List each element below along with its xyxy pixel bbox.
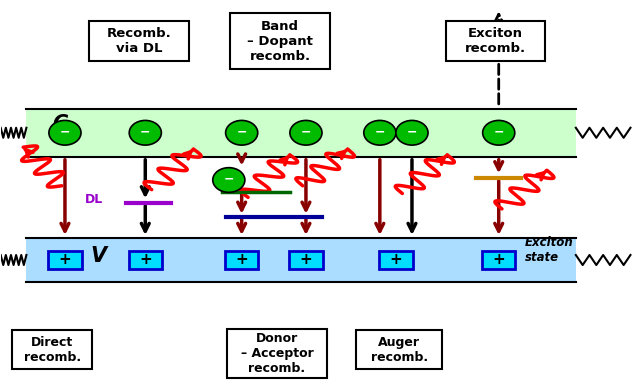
Text: −: − [407,125,417,139]
Text: Recomb.
via DL: Recomb. via DL [106,27,171,55]
Text: Band
– Dopant
recomb.: Band – Dopant recomb. [247,20,313,63]
Ellipse shape [225,120,258,145]
Text: +: + [139,252,151,267]
Text: −: − [140,125,151,139]
Text: −: − [236,125,247,139]
Bar [26,238,576,282]
Bar [227,329,327,378]
Ellipse shape [364,120,396,145]
Ellipse shape [396,120,428,145]
Bar [89,21,189,62]
Text: −: − [301,125,311,139]
Bar [355,330,442,369]
Bar [26,109,576,157]
Ellipse shape [482,120,515,145]
Text: DL: DL [85,193,104,206]
Text: −: − [375,125,385,139]
Bar [12,330,92,369]
Text: −: − [223,173,234,186]
Bar [379,251,413,269]
Text: Direct
recomb.: Direct recomb. [24,336,80,364]
Text: +: + [493,252,505,267]
Bar [289,251,323,269]
Text: V: V [91,246,107,266]
Bar [225,251,258,269]
Ellipse shape [290,120,322,145]
Text: +: + [390,252,402,267]
Ellipse shape [129,120,162,145]
Bar [446,21,545,62]
Bar [482,251,515,269]
Text: +: + [59,252,71,267]
Text: −: − [60,125,70,139]
Bar [129,251,162,269]
Text: Donor
– Acceptor
recomb.: Donor – Acceptor recomb. [241,332,314,375]
Bar [231,13,330,69]
Ellipse shape [213,168,245,192]
Text: Exciton
recomb.: Exciton recomb. [465,27,526,55]
Bar [48,251,82,269]
Ellipse shape [49,120,81,145]
Text: Auger
recomb.: Auger recomb. [370,336,428,364]
Text: +: + [299,252,312,267]
Text: −: − [493,125,504,139]
Text: Exciton
state: Exciton state [524,236,573,264]
Text: C: C [52,114,68,134]
Text: +: + [235,252,248,267]
